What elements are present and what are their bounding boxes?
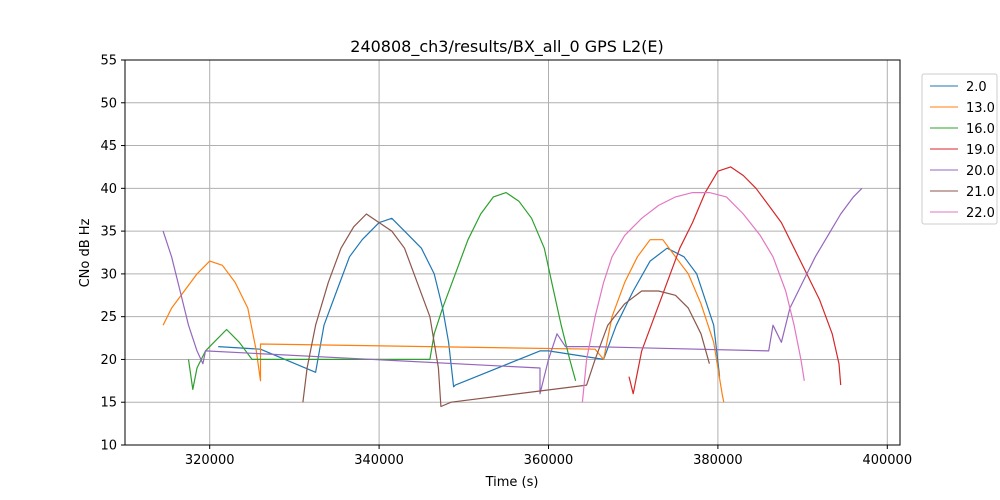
y-tick-label: 20 — [100, 353, 117, 368]
series-line-16.0 — [187, 192, 577, 390]
x-tick-label: 400000 — [862, 453, 912, 468]
y-tick-label: 25 — [100, 310, 117, 325]
legend: 2.0 13.0 16.0 19.0 20.0 21.0 22.0 — [921, 73, 998, 225]
legend-label: 13.0 — [966, 101, 995, 116]
grid-layer — [125, 59, 900, 446]
y-tick-label: 10 — [100, 439, 117, 454]
legend-label: 16.0 — [966, 122, 995, 137]
series-line-21.0 — [302, 213, 710, 408]
y-tick-label: 30 — [100, 267, 117, 282]
series-line-2.0 — [218, 217, 721, 388]
series-line-13.0 — [162, 239, 725, 403]
y-tick-label: 50 — [100, 96, 117, 111]
legend-box — [921, 73, 998, 225]
chart-title: 240808_ch3/results/BX_all_0 GPS L2(E) — [350, 37, 663, 57]
x-tick-label: 360000 — [524, 453, 574, 468]
y-axis-label: CNo dB Hz — [78, 218, 93, 287]
y-tick-label: 15 — [100, 396, 117, 411]
x-tick-label: 340000 — [354, 453, 404, 468]
series-line-20.0 — [162, 187, 863, 395]
x-axis-label: Time (s) — [485, 475, 539, 490]
legend-label: 20.0 — [966, 164, 995, 179]
legend-label: 21.0 — [966, 185, 995, 200]
y-tick-label: 40 — [100, 182, 117, 197]
y-tick-label: 45 — [100, 139, 117, 154]
legend-label: 2.0 — [966, 80, 987, 95]
x-tick-label: 380000 — [693, 453, 743, 468]
legend-label: 19.0 — [966, 143, 995, 158]
y-tick-label: 55 — [100, 54, 117, 69]
x-tick-label: 320000 — [185, 453, 235, 468]
series-layer — [162, 166, 863, 408]
legend-label: 22.0 — [966, 206, 995, 221]
series-line-19.0 — [628, 166, 842, 395]
series-line-22.0 — [581, 192, 805, 403]
plot-frame — [124, 59, 901, 446]
tick-layer: 320000 340000 360000 380000 400000 10 15 20 25 30… — [100, 54, 912, 469]
y-tick-label: 35 — [100, 225, 117, 240]
